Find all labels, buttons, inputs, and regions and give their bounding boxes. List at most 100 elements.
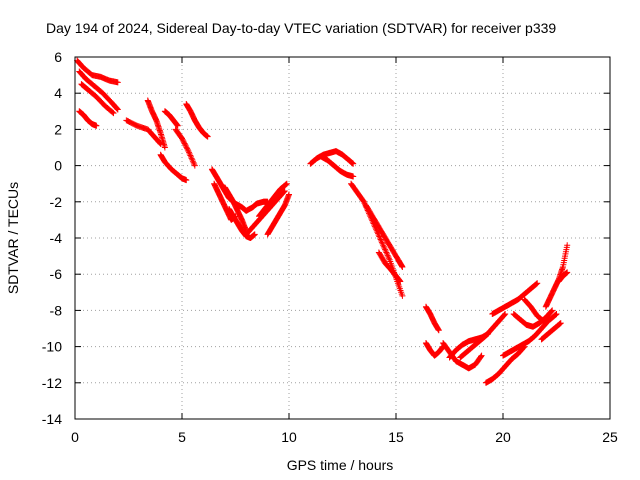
plus-marker	[385, 253, 392, 260]
plus-marker	[376, 233, 383, 240]
plus-marker	[557, 320, 564, 327]
plus-marker	[502, 311, 509, 318]
plus-marker	[185, 148, 192, 155]
series-arc-h	[161, 108, 181, 129]
plus-marker	[377, 236, 384, 243]
plus-marker	[280, 189, 287, 196]
plus-marker	[184, 146, 191, 153]
plus-marker	[384, 252, 391, 259]
x-tick-label: 25	[602, 429, 618, 445]
series-arc-d	[76, 108, 100, 129]
plus-marker	[549, 307, 556, 314]
plus-marker	[360, 198, 367, 205]
plus-marker	[399, 263, 406, 270]
series-arc-ah	[555, 269, 571, 285]
plus-marker	[547, 308, 554, 315]
plus-marker	[183, 177, 190, 184]
plus-marker	[557, 320, 564, 327]
plus-marker	[161, 144, 168, 151]
y-tick-label: 0	[54, 158, 62, 174]
plus-marker	[188, 155, 195, 162]
plus-marker	[156, 139, 163, 146]
series-arc-x	[422, 339, 447, 359]
plus-marker	[477, 353, 484, 360]
plus-marker	[113, 105, 120, 112]
series-arc-ab	[489, 280, 541, 318]
series-arc-aa	[457, 311, 509, 361]
plus-marker	[532, 281, 539, 288]
plus-marker	[552, 311, 559, 318]
plus-marker	[180, 137, 187, 144]
series-arc-e	[123, 117, 164, 147]
plus-marker	[191, 162, 198, 169]
y-tick-label: -4	[50, 230, 63, 246]
plus-marker	[500, 312, 507, 319]
plus-marker	[281, 187, 288, 194]
series-arc-ad	[500, 318, 551, 359]
series-arc-a	[74, 57, 121, 86]
series-arc-ae	[510, 307, 556, 330]
plus-marker	[251, 231, 258, 238]
plus-marker	[384, 250, 391, 257]
plus-marker	[378, 239, 385, 246]
plus-marker	[179, 136, 186, 143]
y-tick-label: -2	[50, 194, 63, 210]
plus-marker	[281, 188, 288, 195]
plus-marker	[435, 327, 442, 334]
series-arc-i	[172, 126, 198, 169]
plus-marker	[182, 143, 189, 150]
plus-marker	[114, 105, 121, 112]
plus-marker	[93, 122, 100, 129]
series-arc-q	[264, 191, 292, 238]
y-tick-label: 6	[54, 49, 62, 65]
plus-marker	[183, 144, 190, 151]
plus-marker	[382, 248, 389, 255]
plus-marker	[556, 321, 563, 328]
plus-marker	[184, 145, 191, 152]
y-tick-label: -8	[50, 302, 63, 318]
series-arc-ac	[482, 343, 528, 386]
plus-marker	[283, 181, 290, 188]
series-arc-ai	[538, 320, 564, 343]
plus-marker	[553, 311, 560, 318]
plus-marker	[282, 181, 289, 188]
plus-marker	[114, 106, 121, 113]
data-points	[74, 57, 571, 386]
axis-ticks	[74, 56, 611, 420]
plus-marker	[110, 110, 117, 117]
y-tick-label: -6	[50, 266, 63, 282]
series-arc-g	[157, 151, 190, 184]
plus-marker	[376, 235, 383, 241]
plus-marker	[378, 237, 385, 244]
plus-marker	[283, 180, 290, 187]
plus-marker	[189, 158, 196, 165]
plus-marker	[181, 140, 188, 147]
plus-marker	[380, 243, 387, 250]
plus-marker	[109, 109, 116, 116]
series-arc-f	[144, 97, 168, 151]
plus-marker	[350, 173, 357, 180]
plus-marker	[350, 160, 357, 167]
plus-marker	[286, 191, 292, 198]
plus-marker	[564, 269, 571, 276]
plus-marker	[379, 240, 386, 247]
plus-marker	[397, 278, 404, 285]
x-axis-tick-labels: 0 5 10 15 20 25	[71, 429, 618, 445]
plus-marker	[187, 152, 194, 159]
plus-marker	[114, 79, 121, 86]
plus-marker	[533, 280, 540, 287]
chart-title: Day 194 of 2024, Sidereal Day-to-day VTE…	[46, 20, 556, 36]
y-axis-tick-labels: -14 -12 -10 -8 -6 -4 -2 0 2 4 6	[42, 49, 62, 427]
plus-marker	[385, 255, 392, 262]
plus-marker	[383, 249, 390, 256]
plus-marker	[186, 149, 193, 156]
plus-marker	[190, 159, 197, 166]
plus-marker	[204, 133, 211, 140]
plus-marker	[534, 280, 541, 287]
x-tick-label: 15	[388, 429, 404, 445]
plus-marker	[174, 122, 181, 129]
x-tick-label: 10	[281, 429, 297, 445]
y-tick-label: -10	[42, 339, 62, 355]
grid-lines	[75, 57, 610, 419]
